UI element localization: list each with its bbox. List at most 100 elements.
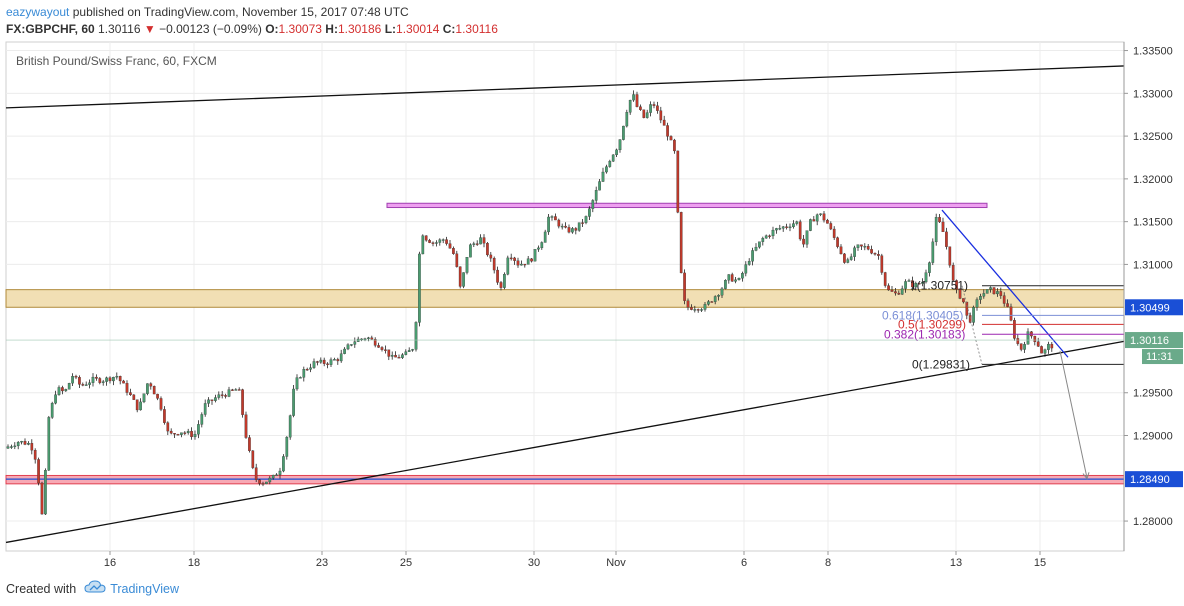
down-arrow-icon: ▼ — [143, 22, 156, 36]
candle-body — [958, 289, 962, 299]
candle-body — [564, 225, 567, 228]
candle-body — [574, 228, 578, 231]
candle-body — [139, 401, 142, 411]
candle-body — [319, 359, 323, 363]
current-price-badge-text: 1.30116 — [1130, 335, 1169, 347]
candle-body — [84, 384, 88, 386]
fib-trend-line — [961, 285, 983, 365]
candle-body — [101, 381, 105, 383]
candle-body — [812, 219, 816, 222]
author-link[interactable]: eazywayout — [6, 5, 70, 19]
candle-body — [492, 257, 496, 271]
candle-body — [268, 477, 272, 483]
candle-body — [295, 377, 299, 390]
axes: 1.33500 1.33000 1.32500 1.32000 1.31500 1.310… — [6, 42, 1183, 569]
close-label: C: — [442, 22, 456, 36]
x-tick-label: 8 — [825, 557, 831, 569]
candle-body — [802, 238, 805, 245]
candle-body — [1013, 320, 1016, 339]
candle-body — [503, 274, 506, 288]
candle-body — [217, 394, 221, 398]
candle-body — [428, 240, 431, 243]
candle-body — [924, 272, 928, 283]
candle-body — [176, 434, 180, 436]
candle-body — [64, 389, 68, 392]
open-value: 1.30073 — [278, 22, 322, 36]
candle-body — [768, 235, 771, 237]
fib-label: 0.5(1.30299) — [898, 317, 966, 331]
candle-body — [849, 256, 853, 260]
candle-body — [411, 349, 414, 351]
candle-body — [717, 295, 720, 297]
candle-body — [537, 247, 540, 250]
x-tick-label: 16 — [104, 557, 116, 569]
candle-body — [489, 254, 493, 259]
candle-body — [47, 417, 51, 471]
candle-body — [870, 249, 873, 254]
candle-body — [645, 112, 649, 118]
candle-body — [377, 345, 380, 348]
candle-body — [968, 315, 972, 323]
candle-body — [33, 450, 37, 460]
candle-body — [962, 298, 965, 303]
candle-body — [890, 289, 894, 292]
candle-body — [346, 344, 350, 350]
candle-body — [197, 424, 200, 435]
candle-body — [992, 287, 996, 295]
candle-body — [819, 213, 822, 215]
candle-body — [108, 377, 112, 382]
y-tick-label: 1.31000 — [1133, 259, 1173, 271]
tradingview-link[interactable]: TradingView — [110, 581, 179, 596]
last-price: 1.30116 — [98, 22, 141, 36]
high-value: 1.30186 — [337, 22, 382, 36]
countdown-text: 11:31 — [1146, 351, 1173, 363]
candle-body — [996, 291, 999, 295]
candle-body — [741, 273, 744, 279]
candle-body — [258, 479, 261, 484]
candle-body — [326, 363, 329, 365]
fib-label: 0.618(1.30405) — [882, 308, 963, 322]
candle-body — [200, 414, 204, 425]
candle-body — [159, 398, 163, 410]
candle-body — [632, 94, 635, 101]
candle-body — [887, 285, 890, 291]
candle-body — [785, 226, 788, 228]
candle-body — [445, 239, 448, 244]
candle-body — [656, 105, 659, 111]
candle-body — [673, 139, 676, 152]
projection-arrowhead — [1082, 472, 1090, 480]
candle-body — [972, 307, 975, 323]
candle-body — [322, 359, 326, 364]
y-tick-label: 1.28000 — [1133, 516, 1173, 528]
candle-body — [764, 235, 768, 239]
candle-body — [1019, 343, 1023, 350]
level-badge-text: 1.30499 — [1130, 302, 1170, 314]
candle-body — [105, 377, 108, 382]
candle-body — [261, 483, 265, 485]
candle-body — [676, 150, 680, 213]
candle-body — [625, 112, 629, 127]
candle-body — [499, 282, 503, 288]
candle-body — [554, 216, 557, 221]
candle-body — [37, 459, 40, 484]
y-tick-label: 1.31500 — [1133, 217, 1173, 229]
candle-body — [778, 228, 782, 230]
candle-body — [370, 337, 374, 340]
candle-body — [747, 261, 751, 265]
candle-body — [271, 474, 275, 479]
candle-body — [472, 243, 476, 245]
candle-body — [737, 278, 741, 280]
candle-body — [424, 235, 428, 241]
candle-body — [618, 139, 622, 151]
candle-body — [333, 359, 336, 361]
candle-body — [244, 414, 248, 438]
candle-body — [146, 383, 149, 394]
candle-body — [91, 376, 95, 383]
candle-body — [649, 104, 652, 113]
candle-body — [805, 230, 809, 245]
candle-body — [367, 337, 370, 339]
candle-body — [309, 367, 312, 370]
footer: Created with TradingView — [6, 580, 179, 597]
candle-body — [771, 229, 775, 237]
